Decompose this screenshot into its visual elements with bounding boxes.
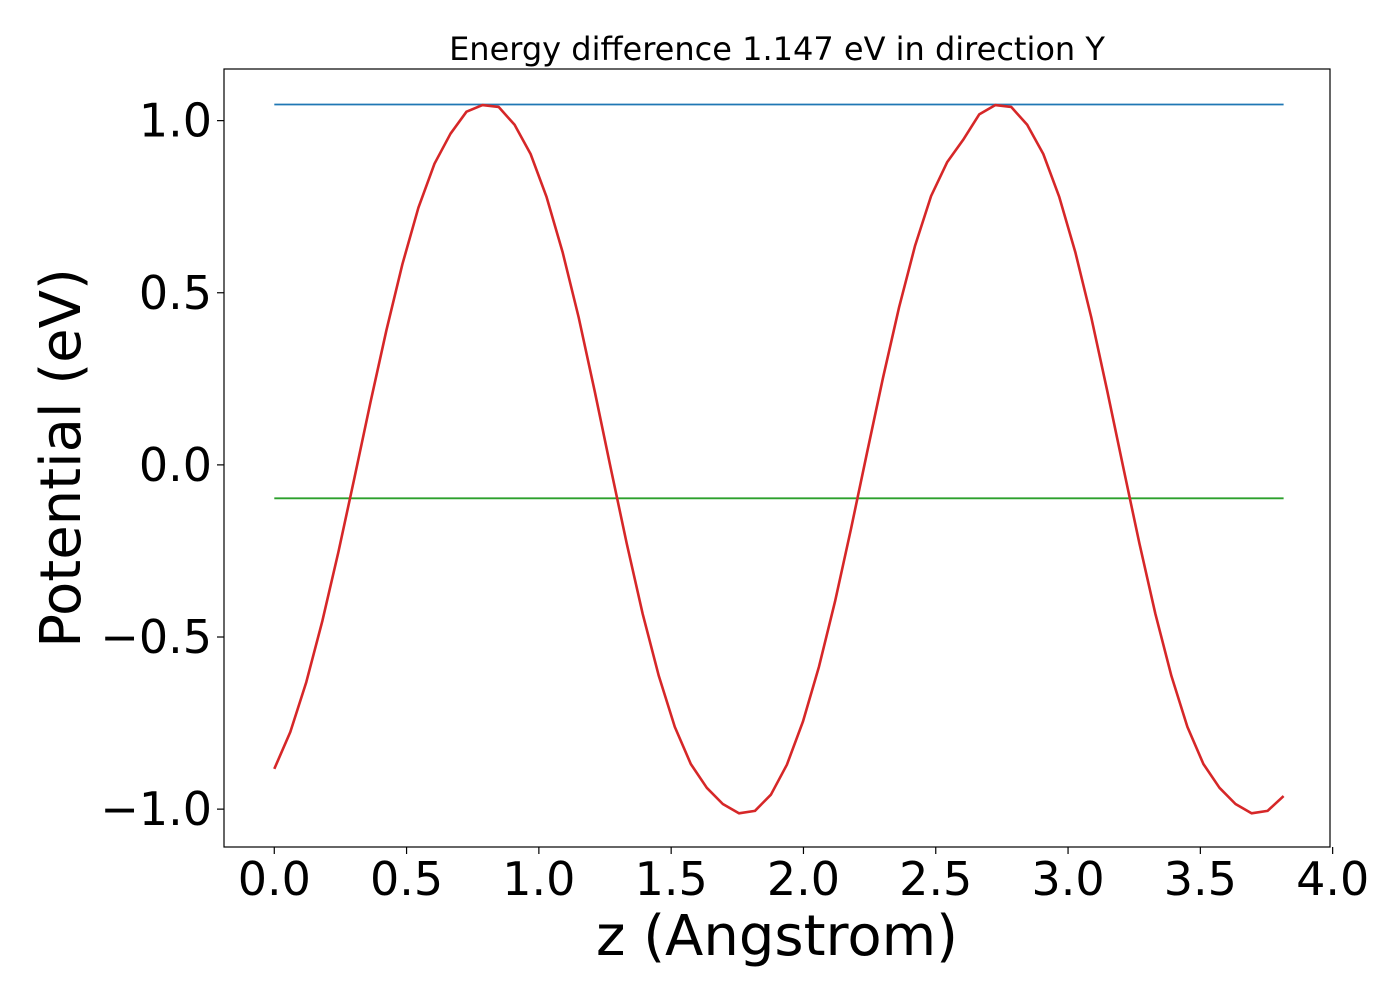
y-tick-label: 0.0 <box>139 438 212 492</box>
x-tick-label: 3.0 <box>1031 852 1104 906</box>
plot-frame <box>223 68 1331 848</box>
x-tick-label: 2.5 <box>899 852 972 906</box>
x-axis: 0.0 0.5 1.0 1.5 2.0 2.5 3.0 3.5 4.0 <box>238 847 1369 906</box>
x-axis-label: z (Angstrom) <box>596 904 958 969</box>
x-tick-label: 1.5 <box>635 852 708 906</box>
plot-area <box>273 103 1285 815</box>
series-line-1 <box>273 103 1285 815</box>
y-tick-label: 0.5 <box>139 266 212 320</box>
y-tick-label: −1.0 <box>100 782 212 836</box>
x-tick-label: 0.0 <box>238 852 311 906</box>
y-axis: −1.0 −0.5 0.0 0.5 1.0 <box>100 94 224 836</box>
x-tick-label: 0.5 <box>370 852 443 906</box>
x-tick-label: 2.0 <box>767 852 840 906</box>
y-tick-label: 1.0 <box>139 94 212 148</box>
x-tick-label: 1.0 <box>502 852 575 906</box>
x-tick-label: 4.0 <box>1296 852 1369 906</box>
x-tick-label: 3.5 <box>1164 852 1237 906</box>
y-axis-label: Potential (eV) <box>29 268 94 648</box>
y-tick-label: −0.5 <box>100 610 212 664</box>
chart-title: Energy difference 1.147 eV in direction … <box>449 30 1105 68</box>
